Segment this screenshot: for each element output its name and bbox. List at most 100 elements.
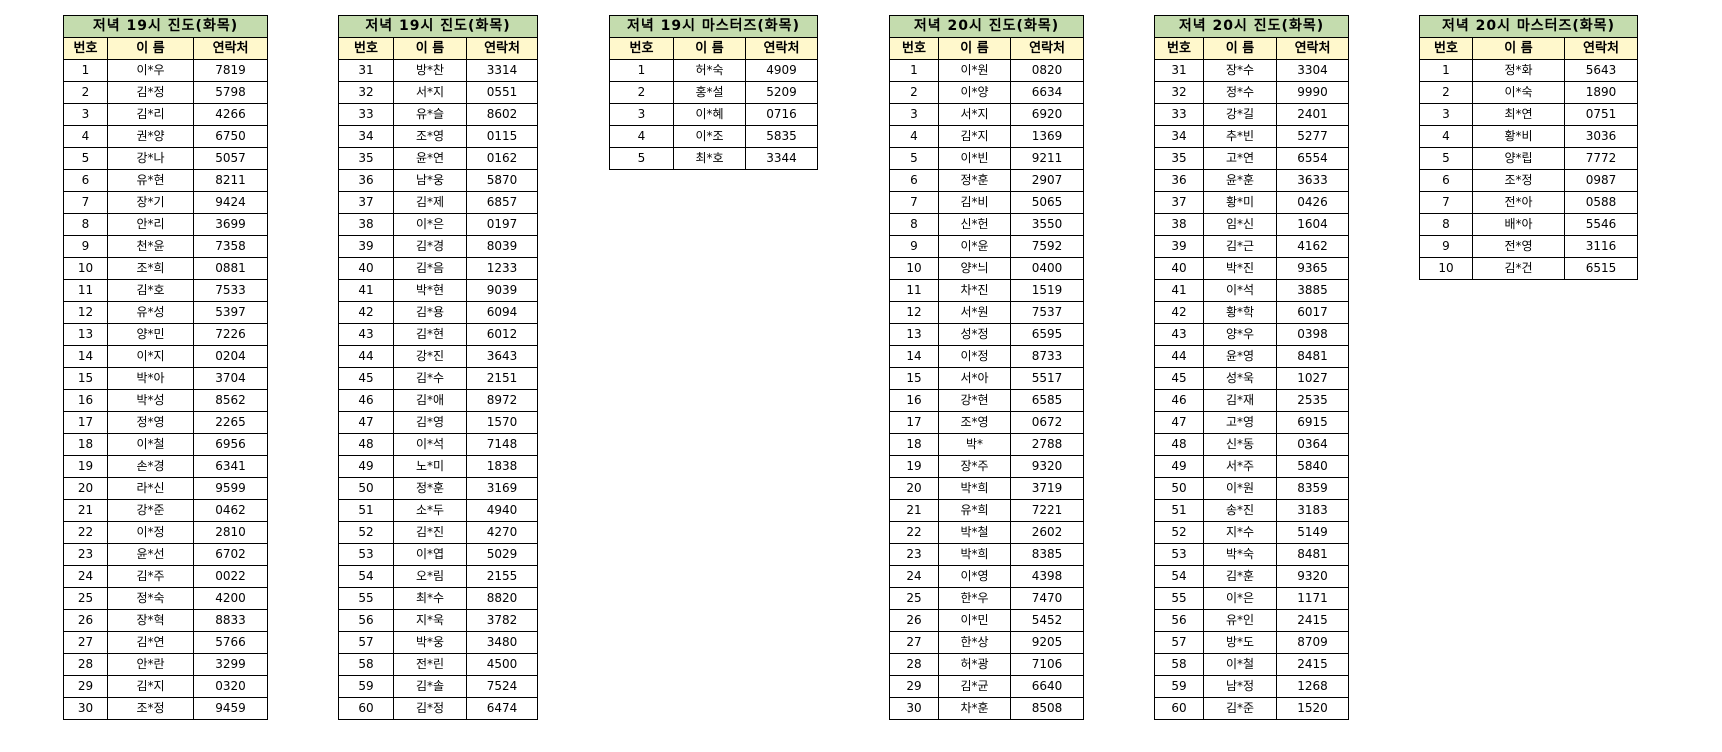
contact-cell[interactable]: 5517	[1009, 367, 1085, 390]
number-cell[interactable]: 60	[1154, 697, 1204, 720]
name-cell[interactable]: 장*주	[938, 455, 1011, 478]
name-cell[interactable]: 성*정	[938, 323, 1011, 346]
name-cell[interactable]: 김*애	[393, 389, 467, 412]
name-cell[interactable]: 유*슬	[393, 103, 467, 126]
contact-cell[interactable]: 8359	[1275, 477, 1350, 500]
name-cell[interactable]: 정*영	[107, 411, 194, 434]
header-contact[interactable]: 연락처	[1275, 37, 1350, 60]
number-cell[interactable]: 4	[1419, 125, 1473, 148]
name-cell[interactable]: 서*지	[938, 103, 1011, 126]
name-cell[interactable]: 송*진	[1203, 499, 1277, 522]
contact-cell[interactable]: 0398	[1275, 323, 1350, 346]
header-number[interactable]: 번호	[889, 37, 939, 60]
contact-cell[interactable]: 8211	[192, 169, 269, 192]
name-cell[interactable]: 이*민	[938, 609, 1011, 632]
name-cell[interactable]: 윤*훈	[1203, 169, 1277, 192]
contact-cell[interactable]: 9039	[465, 279, 539, 302]
name-cell[interactable]: 신*헌	[938, 213, 1011, 236]
number-cell[interactable]: 50	[338, 477, 394, 500]
header-name[interactable]: 이 름	[1472, 37, 1565, 60]
contact-cell[interactable]: 7358	[192, 235, 269, 258]
contact-cell[interactable]: 5277	[1275, 125, 1350, 148]
name-cell[interactable]: 전*아	[1472, 191, 1565, 214]
contact-cell[interactable]: 5766	[192, 631, 269, 654]
header-contact[interactable]: 연락처	[192, 37, 269, 60]
name-cell[interactable]: 김*비	[938, 191, 1011, 214]
number-cell[interactable]: 46	[1154, 389, 1204, 412]
name-cell[interactable]: 이*원	[1203, 477, 1277, 500]
name-cell[interactable]: 유*희	[938, 499, 1011, 522]
header-name[interactable]: 이 름	[938, 37, 1011, 60]
name-cell[interactable]: 박*희	[938, 477, 1011, 500]
contact-cell[interactable]: 0320	[192, 675, 269, 698]
number-cell[interactable]: 57	[1154, 631, 1204, 654]
name-cell[interactable]: 박*숙	[1203, 543, 1277, 566]
contact-cell[interactable]: 7524	[465, 675, 539, 698]
contact-cell[interactable]: 0162	[465, 147, 539, 170]
contact-cell[interactable]: 0197	[465, 213, 539, 236]
contact-cell[interactable]: 5452	[1009, 609, 1085, 632]
number-cell[interactable]: 59	[338, 675, 394, 698]
contact-cell[interactable]: 5065	[1009, 191, 1085, 214]
number-cell[interactable]: 3	[1419, 103, 1473, 126]
name-cell[interactable]: 서*지	[393, 81, 467, 104]
contact-cell[interactable]: 7819	[192, 59, 269, 82]
number-cell[interactable]: 1	[609, 59, 674, 82]
number-cell[interactable]: 45	[338, 367, 394, 390]
number-cell[interactable]: 14	[63, 345, 108, 368]
contact-cell[interactable]: 6857	[465, 191, 539, 214]
number-cell[interactable]: 51	[338, 499, 394, 522]
contact-cell[interactable]: 2415	[1275, 609, 1350, 632]
number-cell[interactable]: 4	[63, 125, 108, 148]
name-cell[interactable]: 한*상	[938, 631, 1011, 654]
number-cell[interactable]: 18	[63, 433, 108, 456]
number-cell[interactable]: 28	[889, 653, 939, 676]
number-cell[interactable]: 44	[338, 345, 394, 368]
header-number[interactable]: 번호	[63, 37, 108, 60]
name-cell[interactable]: 방*찬	[393, 59, 467, 82]
contact-cell[interactable]: 6554	[1275, 147, 1350, 170]
name-cell[interactable]: 김*균	[938, 675, 1011, 698]
contact-cell[interactable]: 1570	[465, 411, 539, 434]
name-cell[interactable]: 한*우	[938, 587, 1011, 610]
number-cell[interactable]: 10	[889, 257, 939, 280]
number-cell[interactable]: 5	[1419, 147, 1473, 170]
contact-cell[interactable]: 3782	[465, 609, 539, 632]
contact-cell[interactable]: 9320	[1275, 565, 1350, 588]
name-cell[interactable]: 이*양	[938, 81, 1011, 104]
name-cell[interactable]: 남*웅	[393, 169, 467, 192]
number-cell[interactable]: 34	[1154, 125, 1204, 148]
header-name[interactable]: 이 름	[107, 37, 194, 60]
number-cell[interactable]: 16	[63, 389, 108, 412]
name-cell[interactable]: 허*광	[938, 653, 1011, 676]
name-cell[interactable]: 이*지	[107, 345, 194, 368]
contact-cell[interactable]: 5029	[465, 543, 539, 566]
name-cell[interactable]: 차*진	[938, 279, 1011, 302]
name-cell[interactable]: 안*리	[107, 213, 194, 236]
contact-cell[interactable]: 0204	[192, 345, 269, 368]
number-cell[interactable]: 58	[1154, 653, 1204, 676]
name-cell[interactable]: 임*신	[1203, 213, 1277, 236]
number-cell[interactable]: 5	[63, 147, 108, 170]
contact-cell[interactable]: 0364	[1275, 433, 1350, 456]
number-cell[interactable]: 41	[1154, 279, 1204, 302]
contact-cell[interactable]: 2415	[1275, 653, 1350, 676]
number-cell[interactable]: 1	[63, 59, 108, 82]
name-cell[interactable]: 김*영	[393, 411, 467, 434]
contact-cell[interactable]: 4266	[192, 103, 269, 126]
name-cell[interactable]: 김*정	[107, 81, 194, 104]
name-cell[interactable]: 박*웅	[393, 631, 467, 654]
name-cell[interactable]: 김*용	[393, 301, 467, 324]
name-cell[interactable]: 추*빈	[1203, 125, 1277, 148]
number-cell[interactable]: 8	[63, 213, 108, 236]
header-number[interactable]: 번호	[1419, 37, 1473, 60]
name-cell[interactable]: 배*아	[1472, 213, 1565, 236]
contact-cell[interactable]: 0987	[1564, 169, 1638, 192]
number-cell[interactable]: 16	[889, 389, 939, 412]
number-cell[interactable]: 46	[338, 389, 394, 412]
number-cell[interactable]: 59	[1154, 675, 1204, 698]
contact-cell[interactable]: 1604	[1275, 213, 1350, 236]
contact-cell[interactable]: 1838	[465, 455, 539, 478]
number-cell[interactable]: 1	[889, 59, 939, 82]
name-cell[interactable]: 이*은	[393, 213, 467, 236]
